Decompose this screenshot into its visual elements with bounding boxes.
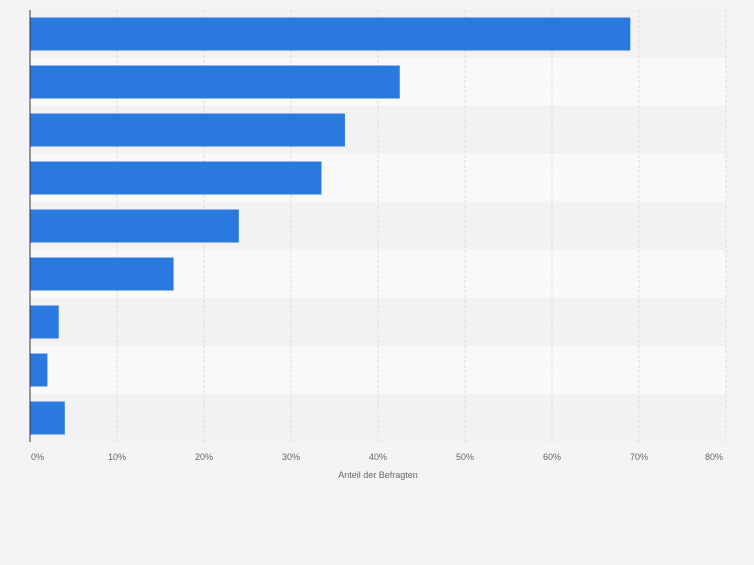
x-tick-label: 50% xyxy=(456,452,474,462)
x-tick-label: 70% xyxy=(630,452,648,462)
x-axis-ticks: 0% 10% 20% 30% 40% 50% 60% 70% 80% xyxy=(31,452,723,462)
x-tick-label: 40% xyxy=(369,452,387,462)
bar[interactable] xyxy=(30,353,48,387)
bar[interactable] xyxy=(30,161,322,195)
x-tick-label: 0% xyxy=(31,452,44,462)
bar[interactable] xyxy=(30,65,400,99)
x-tick-label: 10% xyxy=(108,452,126,462)
x-tick-label: 80% xyxy=(705,452,723,462)
bar[interactable] xyxy=(30,17,631,51)
bar[interactable] xyxy=(30,209,239,243)
x-axis-title: Anteil der Befragten xyxy=(338,470,418,480)
x-tick-label: 60% xyxy=(543,452,561,462)
x-tick-label: 30% xyxy=(282,452,300,462)
bar[interactable] xyxy=(30,257,174,291)
bar[interactable] xyxy=(30,401,65,435)
bar[interactable] xyxy=(30,113,345,147)
bar[interactable] xyxy=(30,305,59,339)
x-tick-label: 20% xyxy=(195,452,213,462)
bars xyxy=(30,17,631,435)
